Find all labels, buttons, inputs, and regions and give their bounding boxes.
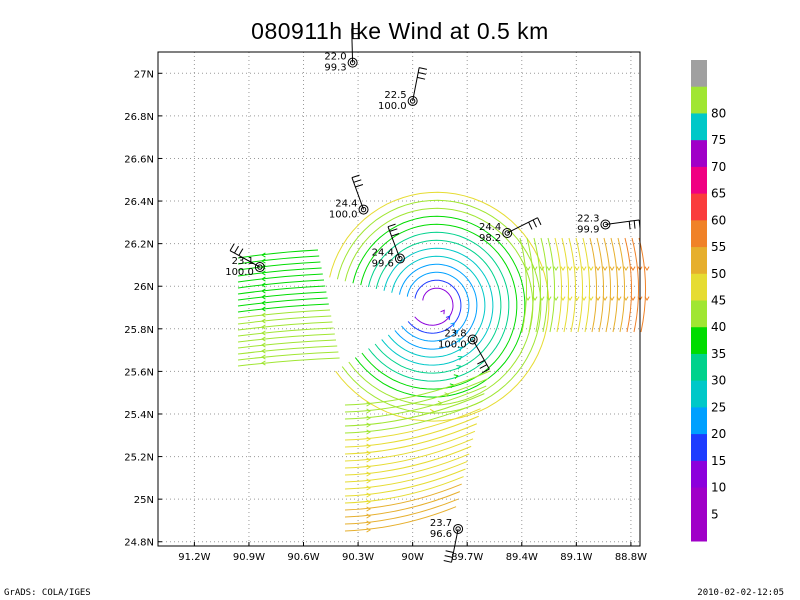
colorbar-swatch (691, 113, 707, 141)
colorbar-swatch (691, 434, 707, 462)
timestamp: 2010-02-02-12:05 (697, 588, 784, 598)
colorbar-swatch (691, 353, 707, 382)
gridlines (158, 52, 640, 546)
station-temp: 22.3 (577, 213, 599, 224)
lat-tick-label: 24.8N (124, 538, 154, 549)
colorbar-label: 35 (711, 347, 726, 361)
colorbar-swatch (691, 273, 707, 301)
lat-tick-label: 26.2N (124, 240, 154, 251)
colorbar-swatch (691, 86, 707, 114)
lon-tick-label: 90.6W (287, 552, 319, 563)
colorbar-label: 15 (711, 454, 726, 468)
station-temp: 24.4 (372, 248, 394, 259)
lat-tick-label: 25.2N (124, 453, 154, 464)
colorbar-swatch (691, 220, 707, 248)
station-pressure: 100.0 (378, 101, 407, 112)
grads-credit: GrADS: COLA/IGES (4, 588, 91, 598)
colorbar-label: 5 (711, 507, 719, 521)
colorbar-swatch (691, 487, 707, 515)
colorbar-label: 25 (711, 400, 726, 414)
colorbar-swatch (691, 514, 707, 542)
station-pressure: 100.0 (225, 267, 254, 278)
station-temp: 22.0 (324, 52, 346, 63)
lat-tick-label: 26N (134, 282, 154, 293)
station-temp: 24.4 (479, 222, 501, 233)
lat-tick-label: 25.6N (124, 367, 154, 378)
station-pressure: 100.0 (329, 210, 358, 221)
colorbar-swatch (691, 327, 707, 355)
lon-tick-label: 89.4W (506, 552, 538, 563)
colorbar-label: 80 (711, 106, 726, 120)
lat-tick-label: 25.4N (124, 410, 154, 421)
station-temp: 22.5 (384, 90, 406, 101)
colorbar-label: 60 (711, 213, 726, 227)
colorbar-swatch (691, 460, 707, 489)
colorbar-label: 55 (711, 240, 726, 254)
colorbar-swatch (691, 193, 707, 221)
colorbar-swatch (691, 140, 707, 168)
station-plots: 22.099.322.5100.024.4100.024.499.624.498… (225, 28, 641, 563)
station-temp: 23.7 (430, 518, 452, 529)
lon-tick-label: 90.3W (342, 552, 374, 563)
lon-tick-label: 90W (401, 552, 424, 563)
station-plot: 24.498.2 (479, 217, 542, 244)
lon-tick-label: 88.8W (615, 552, 647, 563)
lon-tick-label: 89.7W (451, 552, 483, 563)
lon-tick-label: 90.9W (233, 552, 265, 563)
lat-tick-label: 27N (134, 69, 154, 80)
colorbar-swatch (691, 166, 707, 195)
lat-tick-label: 26.4N (124, 197, 154, 208)
colorbar-label: 50 (711, 267, 726, 281)
station-temp: 24.4 (335, 199, 357, 210)
station-temp: 23.8 (444, 328, 466, 339)
colorbar-label: 75 (711, 133, 726, 147)
map-title: 080911h Ike Wind at 0.5 km (251, 18, 549, 44)
station-pressure: 99.3 (324, 63, 346, 74)
wind-streamlines (237, 191, 650, 533)
longitude-axis: 91.2W 90.9W 90.6W 90.3W 90W 89.7W 89.4W 89.1W 88… (178, 542, 647, 563)
station-pressure: 96.6 (430, 529, 452, 540)
latitude-axis: 27N 26.8N 26.6N 26.4N 26.2N 26N 25.8N 25.6N 25.4… (124, 69, 162, 549)
colorbar-swatch (691, 380, 707, 408)
station-pressure: 100.0 (438, 339, 467, 350)
station-plot: 24.499.6 (372, 223, 405, 270)
colorbar-label: 65 (711, 187, 726, 201)
lat-tick-label: 26.8N (124, 112, 154, 123)
station-plot: 22.099.3 (324, 28, 360, 74)
colorbar-label: 10 (711, 481, 726, 495)
colorbar-swatch (691, 407, 707, 435)
colorbar-swatch (691, 247, 707, 275)
station-temp: 23.1 (232, 256, 254, 267)
lat-tick-label: 25N (134, 495, 154, 506)
lon-tick-label: 89.1W (560, 552, 592, 563)
station-plot: 22.399.9 (577, 213, 641, 235)
colorbar-swatch (691, 60, 707, 88)
colorbar-swatch (691, 300, 707, 328)
lat-tick-label: 26.6N (124, 154, 154, 165)
colorbar-label: 20 (711, 427, 726, 441)
colorbar-label: 70 (711, 160, 726, 174)
colorbar-label: 30 (711, 374, 726, 388)
colorbar-label: 40 (711, 320, 726, 334)
lon-tick-label: 91.2W (178, 552, 210, 563)
station-pressure: 99.9 (577, 224, 599, 235)
map-frame (157, 51, 641, 547)
colorbar-label: 45 (711, 294, 726, 308)
lat-tick-label: 25.8N (124, 325, 154, 336)
colorbar: 80 75 70 65 60 55 50 45 40 35 30 25 20 15 10 5 (691, 60, 726, 542)
station-pressure: 98.2 (479, 233, 501, 244)
station-pressure: 99.6 (372, 259, 394, 270)
